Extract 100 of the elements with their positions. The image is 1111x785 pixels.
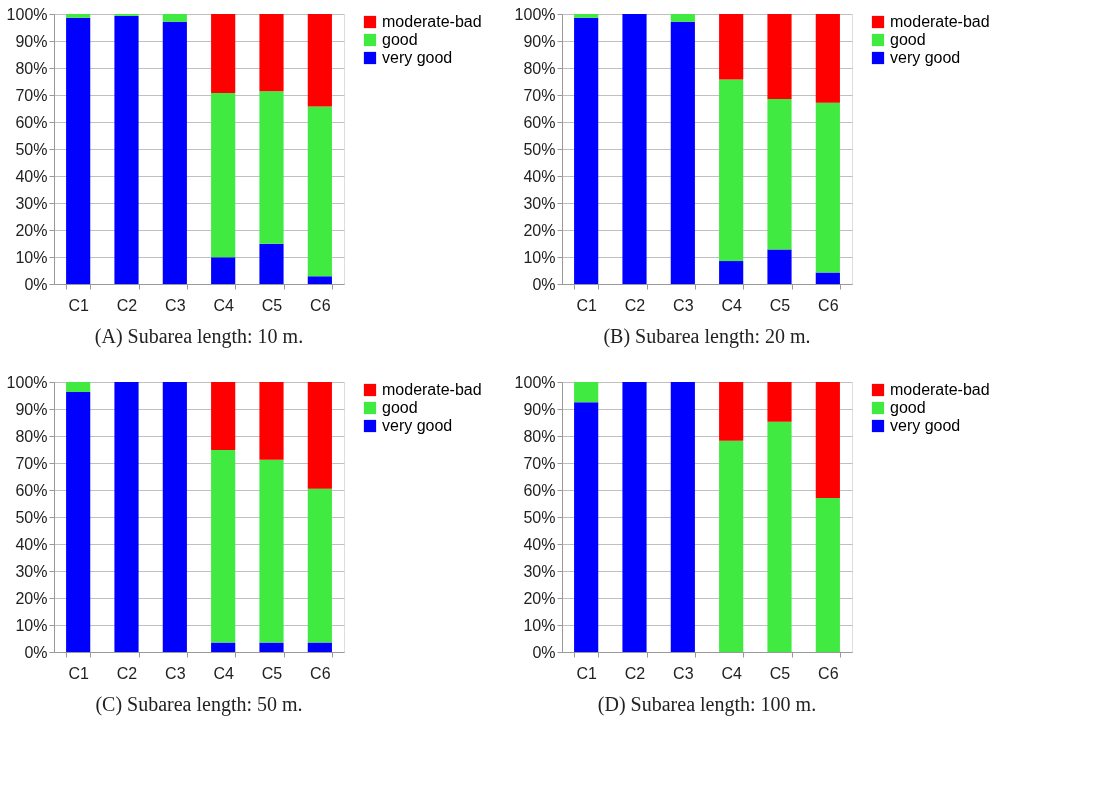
legend-label: very good	[890, 49, 961, 66]
bar	[66, 17, 91, 284]
bar	[767, 14, 792, 100]
y-tick-label: 20%	[523, 221, 556, 239]
legend-label: moderate-bad	[890, 13, 990, 30]
legend-label: good	[890, 399, 926, 416]
y-tick-label: 40%	[15, 535, 48, 553]
bar	[307, 642, 332, 652]
y-tick-label: 10%	[523, 616, 556, 634]
y-tick-label: 80%	[15, 59, 48, 77]
bar	[574, 382, 599, 403]
bar	[670, 382, 695, 652]
y-tick-label: 90%	[15, 400, 48, 418]
y-tick-label: 0%	[24, 275, 48, 293]
y-tick-label: 80%	[523, 59, 556, 77]
y-tick-label: 50%	[15, 140, 48, 158]
y-tick-label: 10%	[15, 616, 48, 634]
text: (D) Subarea length: 100 m.	[597, 693, 817, 716]
y-tick-label: 0%	[532, 643, 556, 661]
x-tick-label: C1	[68, 664, 89, 682]
y-tick-label: 70%	[523, 86, 556, 104]
bar	[211, 642, 236, 652]
bar	[162, 14, 187, 22]
x-tick-label: C1	[68, 296, 89, 314]
x-tick-label: C1	[576, 664, 597, 682]
x-tick-label: C4	[213, 664, 234, 682]
bar	[670, 21, 695, 284]
y-tick-label: 30%	[15, 562, 48, 580]
bar	[767, 249, 792, 284]
bar	[259, 243, 284, 284]
y-tick-label: 90%	[523, 400, 556, 418]
bar	[719, 261, 744, 284]
bar	[162, 21, 187, 284]
bar	[574, 17, 599, 284]
x-tick-label: C3	[165, 296, 186, 314]
x-tick-label: C3	[165, 664, 186, 682]
bar	[767, 421, 792, 652]
bar	[307, 488, 332, 643]
y-tick-label: 10%	[523, 248, 556, 266]
bar	[66, 14, 91, 18]
bar	[66, 391, 91, 652]
x-tick-label: C5	[261, 296, 283, 314]
y-tick-label: 100%	[514, 373, 556, 391]
y-tick-label: 30%	[523, 562, 556, 580]
y-tick-label: 60%	[15, 481, 48, 499]
x-tick-label: C5	[769, 296, 791, 314]
bar	[307, 106, 332, 277]
y-tick-label: 20%	[15, 221, 48, 239]
y-tick-label: 80%	[523, 427, 556, 445]
bar	[670, 14, 695, 22]
bar	[719, 440, 744, 652]
x-tick-label: C2	[116, 296, 138, 314]
x-tick-label: C6	[818, 296, 839, 314]
y-tick-label: 10%	[15, 248, 48, 266]
x-tick-label: C5	[261, 664, 283, 682]
y-tick-label: 70%	[15, 454, 48, 472]
y-tick-label: 80%	[15, 427, 48, 445]
bar	[574, 14, 599, 18]
bar	[66, 382, 91, 392]
bar	[162, 382, 187, 652]
bar	[815, 272, 840, 284]
bar	[211, 382, 236, 451]
y-tick-label: 100%	[514, 5, 556, 23]
legend-label: very good	[382, 49, 453, 66]
bar	[307, 14, 332, 107]
x-tick-label: C4	[721, 296, 742, 314]
y-tick-label: 90%	[15, 32, 48, 50]
y-tick-label: 20%	[15, 589, 48, 607]
bar	[574, 402, 599, 652]
x-tick-label: C1	[576, 296, 597, 314]
bar	[114, 15, 139, 284]
y-tick-label: 30%	[523, 194, 556, 212]
bar	[815, 14, 840, 103]
y-tick-label: 70%	[523, 454, 556, 472]
bar	[259, 14, 284, 92]
y-tick-label: 0%	[532, 275, 556, 293]
x-tick-label: C5	[769, 664, 791, 682]
x-tick-label: C2	[624, 296, 646, 314]
x-tick-label: C3	[673, 664, 694, 682]
y-tick-label: 50%	[15, 508, 48, 526]
bar	[815, 102, 840, 273]
x-tick-label: C4	[213, 296, 234, 314]
bar	[211, 257, 236, 284]
bar	[259, 642, 284, 652]
bar	[211, 93, 236, 258]
x-tick-label: C6	[818, 664, 839, 682]
bar	[211, 14, 236, 94]
legend-label: good	[382, 399, 418, 416]
bar	[114, 382, 139, 652]
y-tick-label: 20%	[523, 589, 556, 607]
y-tick-label: 40%	[523, 167, 556, 185]
bar	[211, 450, 236, 643]
y-tick-label: 50%	[523, 508, 556, 526]
bar	[307, 276, 332, 284]
y-tick-label: 70%	[15, 86, 48, 104]
x-tick-label: C4	[721, 664, 742, 682]
y-tick-label: 30%	[15, 194, 48, 212]
y-tick-label: 40%	[15, 167, 48, 185]
x-tick-label: C3	[673, 296, 694, 314]
bar	[815, 382, 840, 499]
